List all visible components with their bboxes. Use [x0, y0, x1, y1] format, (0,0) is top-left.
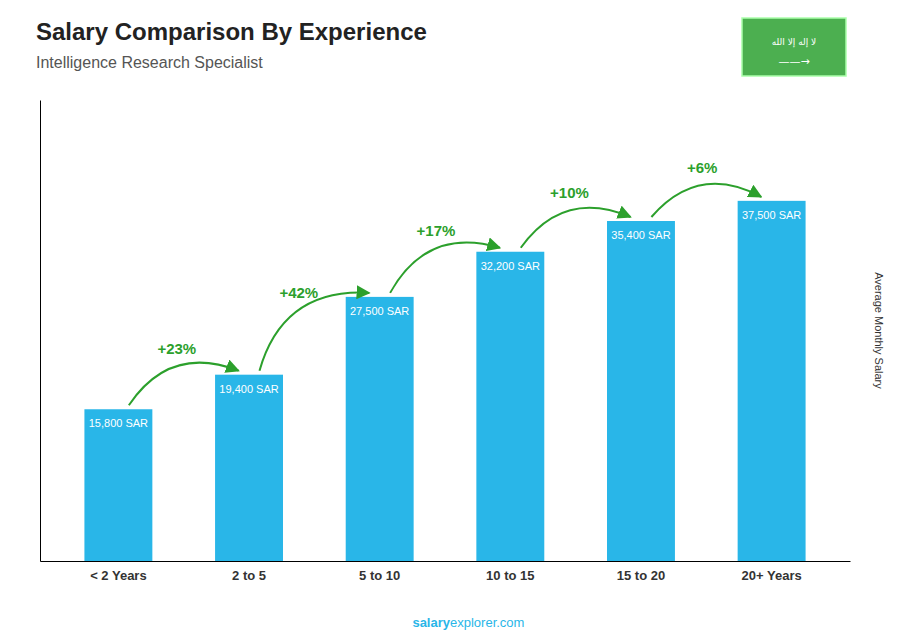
y-axis-line [40, 101, 41, 562]
footer: salary [412, 615, 450, 630]
bar [84, 409, 152, 561]
flag-text: ——→ [778, 55, 809, 68]
annotation: +23% [157, 340, 196, 357]
x-tick: 2 to 5 [232, 568, 266, 583]
x-tick-label: 2 to 5 [232, 568, 266, 583]
x-axis: < 2 Years 2 to 5 5 to 10 10 to 15 15 to 20 20… [41, 562, 851, 584]
data-label: 15,800 SAR [89, 417, 148, 429]
x-tick: 15 to 20 [617, 568, 665, 583]
title: Salary Comparison By Experience [36, 18, 427, 45]
growth-arrow [651, 184, 761, 217]
flag: لا إله إلا الله ——→ [742, 18, 846, 76]
data-label: 35,400 SAR [611, 229, 670, 241]
bar [476, 252, 544, 561]
x-tick-label: < 2 Years [90, 568, 147, 583]
growth-arrow [259, 293, 369, 371]
chart-container: Salary Comparison By Experience Intellige… [0, 0, 900, 641]
growth-arrow [521, 208, 631, 248]
annotations: +23% +42% +17% +10% +6% [129, 159, 761, 405]
bars [84, 201, 805, 561]
annotation: +10% [550, 184, 589, 201]
data-label: 32,200 SAR [481, 260, 540, 272]
data-label: 19,400 SAR [219, 383, 278, 395]
growth-arrow [390, 243, 500, 293]
chart-svg: Salary Comparison By Experience Intellige… [0, 0, 900, 641]
x-tick-label: 5 to 10 [359, 568, 400, 583]
x-tick-label: 10 to 15 [486, 568, 534, 583]
annotation: +17% [417, 222, 456, 239]
bar [215, 375, 283, 561]
x-tick: 5 to 10 [359, 568, 400, 583]
x-tick-label: 20+ Years [742, 568, 802, 583]
bar [607, 221, 675, 561]
footer: explorer.com [450, 615, 524, 630]
bar [346, 297, 414, 561]
subtitle: Intelligence Research Specialist [36, 54, 263, 71]
x-axis-line [41, 561, 851, 562]
x-tick: < 2 Years [90, 568, 147, 583]
plot-area: < 2 Years 2 to 5 5 to 10 10 to 15 15 to 20 20… [41, 101, 851, 584]
data-labels: 15,800 SAR 19,400 SAR 27,500 SAR 32,200 SAR… [89, 209, 802, 429]
data-label: 37,500 SAR [742, 209, 801, 221]
annotation: +6% [687, 159, 717, 176]
flag-background [742, 18, 846, 76]
y-axis [40, 101, 41, 562]
growth-arrow [129, 363, 239, 406]
flag-text: لا إله إلا الله [772, 37, 816, 48]
bar [738, 201, 806, 561]
y-axis-label: Average Monthly Salary [873, 272, 885, 389]
annotation: +42% [279, 284, 318, 301]
x-tick-label: 15 to 20 [617, 568, 665, 583]
data-label: 27,500 SAR [350, 305, 409, 317]
x-tick: 10 to 15 [486, 568, 534, 583]
x-tick: 20+ Years [742, 568, 802, 583]
